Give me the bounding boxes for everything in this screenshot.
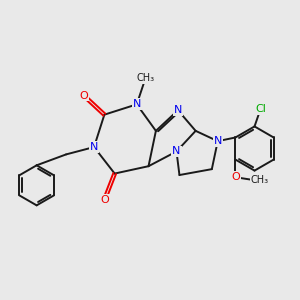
Text: O: O	[231, 172, 240, 182]
Text: N: N	[133, 99, 141, 110]
Text: Cl: Cl	[255, 104, 266, 114]
Text: CH₃: CH₃	[136, 73, 154, 83]
Text: O: O	[80, 91, 88, 100]
Text: O: O	[100, 195, 109, 205]
Text: N: N	[174, 105, 182, 115]
Text: N: N	[90, 142, 98, 152]
Text: CH₃: CH₃	[251, 175, 269, 184]
Text: N: N	[214, 136, 222, 146]
Text: N: N	[172, 146, 181, 157]
